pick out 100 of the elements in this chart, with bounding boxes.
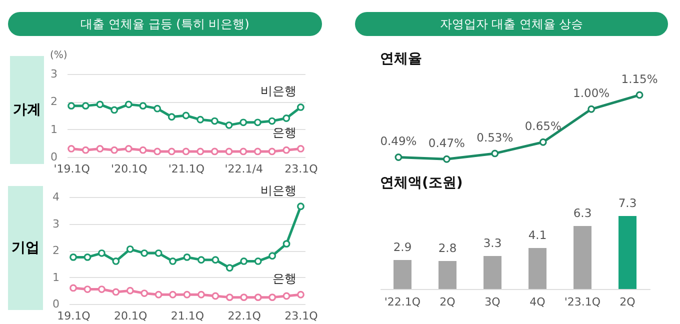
point [154,148,162,156]
point [282,292,290,300]
point [268,294,276,302]
chart-title: 대출 연체율 급등 (특히 비은행) [8,12,322,36]
point [212,292,220,300]
data-label: 2.8 [438,241,457,255]
x-tick-label: '20.1Q [111,162,148,176]
point [636,91,644,99]
point [297,202,304,210]
point [240,118,248,126]
y-tick-label: 1 [50,122,58,136]
point [110,146,118,154]
point [196,148,204,156]
x-tick-label: 23.1Q [284,162,318,176]
point [68,144,76,152]
data-label: 0.53% [476,130,514,144]
point [68,102,76,110]
series-label: 은행 [272,272,297,286]
point [254,118,262,126]
point [225,121,233,129]
point [254,294,262,302]
point [198,256,205,264]
chart-subtitle: 연체율 [380,51,422,67]
point [442,155,450,163]
point [112,288,120,296]
point [297,290,304,298]
point [98,286,106,293]
point [210,117,218,125]
point [168,148,176,156]
point [168,113,176,121]
point [169,257,176,265]
point [112,257,120,265]
data-label: 3.3 [483,236,502,250]
point [183,253,191,261]
x-tick-label: 20.1Q [114,310,148,322]
point [282,146,290,154]
x-tick-label: 2Q [440,296,456,308]
point [226,294,234,302]
x-tick-label: 23.1Q [284,310,318,322]
data-label: 2.9 [393,240,412,254]
point [70,284,77,292]
series-label: 비은행 [260,84,297,98]
point [182,112,190,120]
point [154,290,162,298]
y-tick-label: 1 [52,270,60,284]
bar [484,256,502,289]
y-tick-label: 3 [52,217,60,230]
y-tick-label: 0 [50,150,58,164]
bar [574,226,592,289]
point [240,148,248,156]
y-tick-label: 2 [50,95,58,108]
point [82,146,90,154]
point [240,294,248,302]
point [140,249,148,257]
y-tick-label: 4 [52,190,60,204]
point [126,245,134,253]
point [140,290,148,298]
bar [618,216,636,289]
point [84,253,92,261]
x-tick-label: 19.1Q [57,310,91,322]
point [196,116,204,124]
data-label: 0.65% [524,119,562,134]
data-label: 1.00% [573,86,610,100]
point [212,256,220,264]
point [254,148,262,156]
point [268,252,276,260]
series-label: 비은행 [260,183,297,198]
point [96,100,104,108]
point [225,148,233,156]
point [240,257,248,265]
bar [394,260,412,289]
point [154,104,162,112]
point [268,148,276,156]
x-tick-label: '21.1Q [168,162,205,176]
series-label: 은행 [272,126,297,140]
point [268,117,276,125]
point [539,138,547,146]
point [254,257,262,265]
point [588,105,596,113]
point [182,148,190,156]
point [110,106,118,114]
point [139,146,147,154]
point [139,102,147,110]
x-tick-label: '22.1Q [384,296,421,308]
x-tick-label: '22.1/4 [224,162,263,176]
y-tick-label: 3 [50,68,58,80]
point [210,148,218,156]
point [124,100,132,108]
point [296,144,304,152]
x-tick-label: 22.1Q [228,310,262,322]
y-axis-title: 가계 [10,56,44,164]
x-tick-label: 3Q [484,296,501,308]
point [183,290,191,298]
data-label: 6.3 [573,206,592,220]
point [282,240,290,248]
data-label: 0.47% [428,136,466,150]
point [70,253,77,261]
point [124,144,132,152]
point [491,150,499,158]
x-tick-label: 21.1Q [170,310,204,322]
